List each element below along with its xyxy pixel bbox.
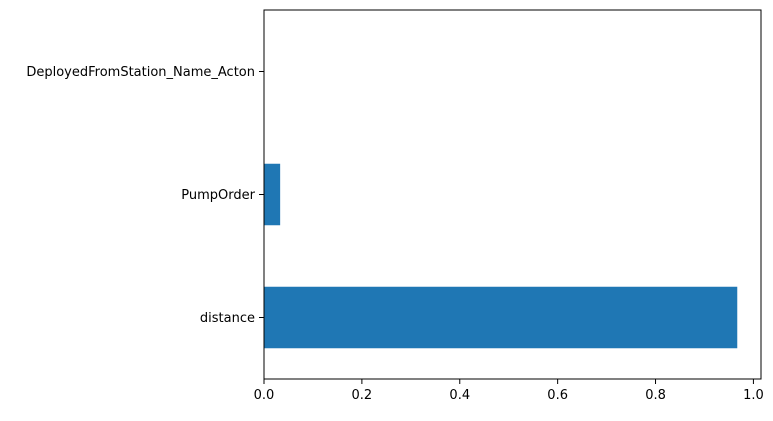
bars-layer: [264, 163, 738, 349]
y-axis: distance PumpOrder DeployedFromStation_Nam…: [26, 65, 264, 326]
x-tick-label: 0.4: [449, 388, 470, 403]
x-tick-label: 0.0: [254, 388, 275, 403]
x-tick-label: 0.6: [547, 388, 568, 403]
bar-distance: [264, 286, 738, 349]
y-tick-label-DeployedFromStation_Name_Acton: DeployedFromStation_Name_Acton: [26, 65, 255, 80]
x-tick-label: 0.8: [645, 388, 666, 403]
x-tick-label: 1.0: [743, 388, 764, 403]
x-tick-label: 0.2: [352, 388, 373, 403]
bar-PumpOrder: [264, 163, 281, 226]
y-tick-label-PumpOrder: PumpOrder: [181, 188, 255, 203]
x-axis: 0.0 0.2 0.4 0.6 0.8 1.0: [254, 379, 764, 403]
y-tick-label-distance: distance: [200, 311, 255, 326]
